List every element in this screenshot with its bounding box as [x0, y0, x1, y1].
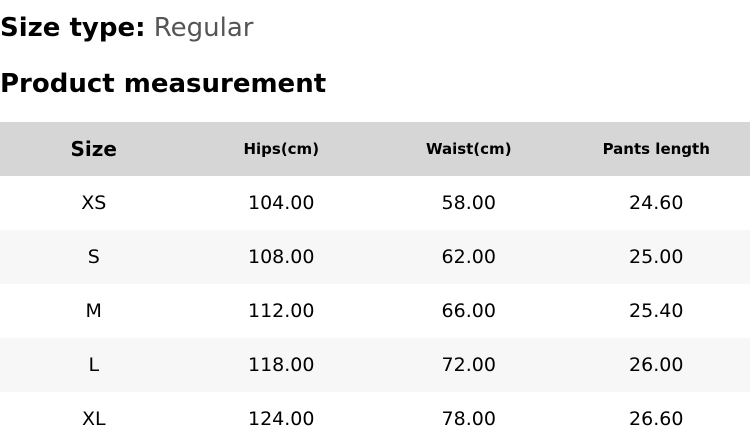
table-cell: M — [0, 284, 188, 338]
size-type-label: Size type: — [0, 13, 145, 43]
table-cell: 108.00 — [188, 230, 376, 284]
table-cell: XS — [0, 176, 188, 230]
table-cell: 24.60 — [563, 176, 750, 230]
table-cell: 25.40 — [563, 284, 750, 338]
table-cell: 112.00 — [188, 284, 376, 338]
table-cell: S — [0, 230, 188, 284]
header-hips: Hips(cm) — [188, 122, 376, 176]
table-cell: 66.00 — [375, 284, 563, 338]
header-size: Size — [0, 122, 188, 176]
table-cell: 104.00 — [188, 176, 376, 230]
size-type: Size type: Regular — [0, 12, 253, 44]
header-row: Size Hips(cm) Waist(cm) Pants length — [0, 122, 750, 176]
table-cell: L — [0, 338, 188, 392]
table-cell: 25.00 — [563, 230, 750, 284]
size-type-value: Regular — [154, 13, 254, 43]
table-cell: 78.00 — [375, 392, 563, 446]
table-cell: 26.60 — [563, 392, 750, 446]
header-waist: Waist(cm) — [375, 122, 563, 176]
table-cell: 58.00 — [375, 176, 563, 230]
table-cell: 62.00 — [375, 230, 563, 284]
table-cell: 26.00 — [563, 338, 750, 392]
section-title: Product measurement — [0, 68, 326, 100]
header-pants-length: Pants length — [563, 122, 750, 176]
table-cell: 72.00 — [375, 338, 563, 392]
table-cell: 124.00 — [188, 392, 376, 446]
table-cell: 118.00 — [188, 338, 376, 392]
table-cell: XL — [0, 392, 188, 446]
